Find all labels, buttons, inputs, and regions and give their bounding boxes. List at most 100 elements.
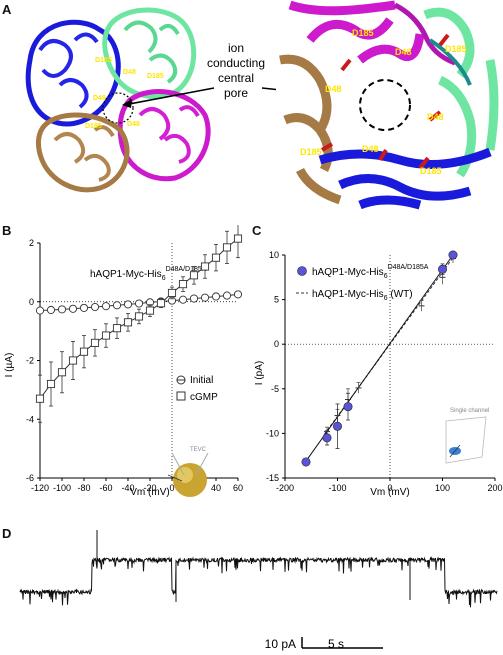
x-tick-label: 100 — [435, 483, 450, 493]
data-point-cGMP — [134, 312, 144, 321]
closeup-teal — [428, 38, 472, 86]
chart-c: hAQP1-Myc-His6D48A/D185A hAQP1-Myc-His6 … — [254, 250, 503, 498]
data-point-Initial — [233, 290, 243, 299]
y-tick-label: 0 — [274, 339, 279, 349]
scale-label-current: 10 pA — [265, 637, 296, 651]
current-trace: 10 pA 5 s — [19, 530, 498, 651]
data-point-cGMP — [233, 234, 243, 243]
pore-label-line-2: conducting — [207, 56, 265, 70]
residue-label: D185 — [352, 28, 374, 38]
x-tick-label: -100 — [328, 483, 346, 493]
x-tick-label: -20 — [143, 483, 156, 493]
residue-label: D185 — [445, 44, 467, 54]
pore-label-line-3: central — [218, 71, 254, 85]
data-point-cGMP — [101, 331, 111, 340]
data-point-Initial — [178, 295, 188, 304]
arrow-to-left-pore — [123, 87, 215, 106]
x-tick-label: -120 — [31, 483, 49, 493]
panel-letter-a: A — [2, 2, 12, 17]
residue-label: D48 — [427, 112, 444, 122]
data-point-Initial — [123, 300, 133, 309]
data-point-Initial — [200, 293, 210, 302]
residue-label: D185 — [85, 123, 102, 130]
left-pore-outline — [102, 92, 134, 124]
x-tick-label: -100 — [53, 483, 71, 493]
subunit-brown — [35, 112, 130, 193]
arrowhead-left — [122, 99, 132, 108]
y-tick-label: -4 — [26, 414, 34, 424]
data-point-cGMP — [189, 271, 199, 280]
data-point-cGMP — [178, 280, 188, 289]
mutant-data-point — [322, 433, 332, 443]
subunit-green-coils — [123, 20, 180, 84]
chart-b-xlabel: Vm (mV) — [130, 487, 169, 498]
right-pore-outline — [359, 79, 411, 131]
data-point-Initial — [112, 301, 122, 310]
y-tick-label: -6 — [26, 473, 34, 483]
mutant-data-point — [448, 250, 458, 260]
legend-initial-label: Initial — [190, 375, 213, 386]
residue-label: D48 — [127, 121, 140, 128]
closeup-blue — [318, 147, 492, 210]
single-channel-inset-label: Single channel — [450, 408, 489, 414]
mutant-data-point — [343, 402, 353, 412]
mutant-data-point — [333, 421, 343, 431]
y-tick-label: -2 — [26, 356, 34, 366]
x-tick-label: -80 — [77, 483, 90, 493]
y-tick-label: 10 — [269, 250, 279, 260]
residue-label: D48 — [395, 47, 412, 57]
chart-c-legend: hAQP1-Myc-His6D48A/D185A hAQP1-Myc-His6 … — [296, 264, 429, 302]
data-point-cGMP — [35, 394, 45, 403]
data-point-Initial — [189, 294, 199, 303]
subunit-brown-coils — [53, 125, 115, 182]
data-point-Initial — [211, 292, 221, 301]
data-point-cGMP — [57, 368, 67, 377]
data-point-Initial — [134, 299, 144, 308]
data-point-cGMP — [167, 288, 177, 297]
legend-wt-label: hAQP1-Myc-His6 (WT) — [312, 289, 413, 302]
legend-cgmp-label: cGMP — [190, 392, 218, 403]
subunit-blue-coils — [38, 32, 99, 109]
mutant-fit-line — [305, 254, 454, 462]
scale-bar: 10 pA 5 s — [265, 637, 383, 651]
legend-mutant-marker — [297, 266, 307, 276]
data-point-Initial — [46, 305, 56, 315]
single-channel-inset: Single channel — [445, 408, 489, 464]
data-point-Initial — [35, 306, 45, 315]
data-point-cGMP — [46, 379, 56, 389]
residue-label: D48 — [362, 144, 379, 154]
pore-label-line-4: pore — [224, 86, 248, 100]
data-point-Initial — [68, 304, 78, 313]
closeup-red-sidechains — [320, 33, 450, 170]
data-point-Initial — [79, 303, 89, 312]
y-tick-label: -5 — [271, 384, 279, 394]
data-point-cGMP — [123, 318, 133, 327]
data-point-cGMP — [156, 299, 166, 308]
x-tick-label: 0 — [169, 483, 174, 493]
residue-label: D48 — [123, 69, 136, 76]
y-tick-label: -10 — [266, 428, 279, 438]
residue-label: D185 — [147, 73, 164, 80]
mutant-data-point — [438, 264, 448, 274]
data-point-Initial — [101, 302, 111, 311]
legend-cgmp-marker — [176, 391, 186, 401]
subunit-blue — [25, 19, 121, 127]
subunit-magenta-coils — [138, 105, 200, 164]
pore-label-line-1: ion — [228, 41, 244, 55]
data-point-Initial — [57, 305, 67, 314]
y-tick-label: 0 — [29, 297, 34, 307]
pore-closeup: D185 D48 D185 D48 D48 D48 D185 D185 — [276, 0, 500, 212]
closeup-magenta — [288, 0, 425, 64]
data-point-Initial — [90, 302, 100, 312]
x-tick-label: -60 — [99, 483, 112, 493]
legend-mutant-label: hAQP1-Myc-His6D48A/D185A — [312, 264, 429, 280]
data-point-cGMP — [68, 356, 78, 365]
chart-b-ylabel: I (µA) — [4, 353, 15, 378]
closeup-magenta-thin — [393, 2, 456, 66]
scale-label-time: 5 s — [328, 637, 344, 651]
data-point-cGMP — [112, 324, 122, 333]
x-tick-label: 200 — [487, 483, 502, 493]
mutant-data-point — [301, 457, 311, 467]
chart-b-legend: Initial cGMP — [176, 375, 218, 403]
data-point-cGMP — [90, 338, 100, 347]
